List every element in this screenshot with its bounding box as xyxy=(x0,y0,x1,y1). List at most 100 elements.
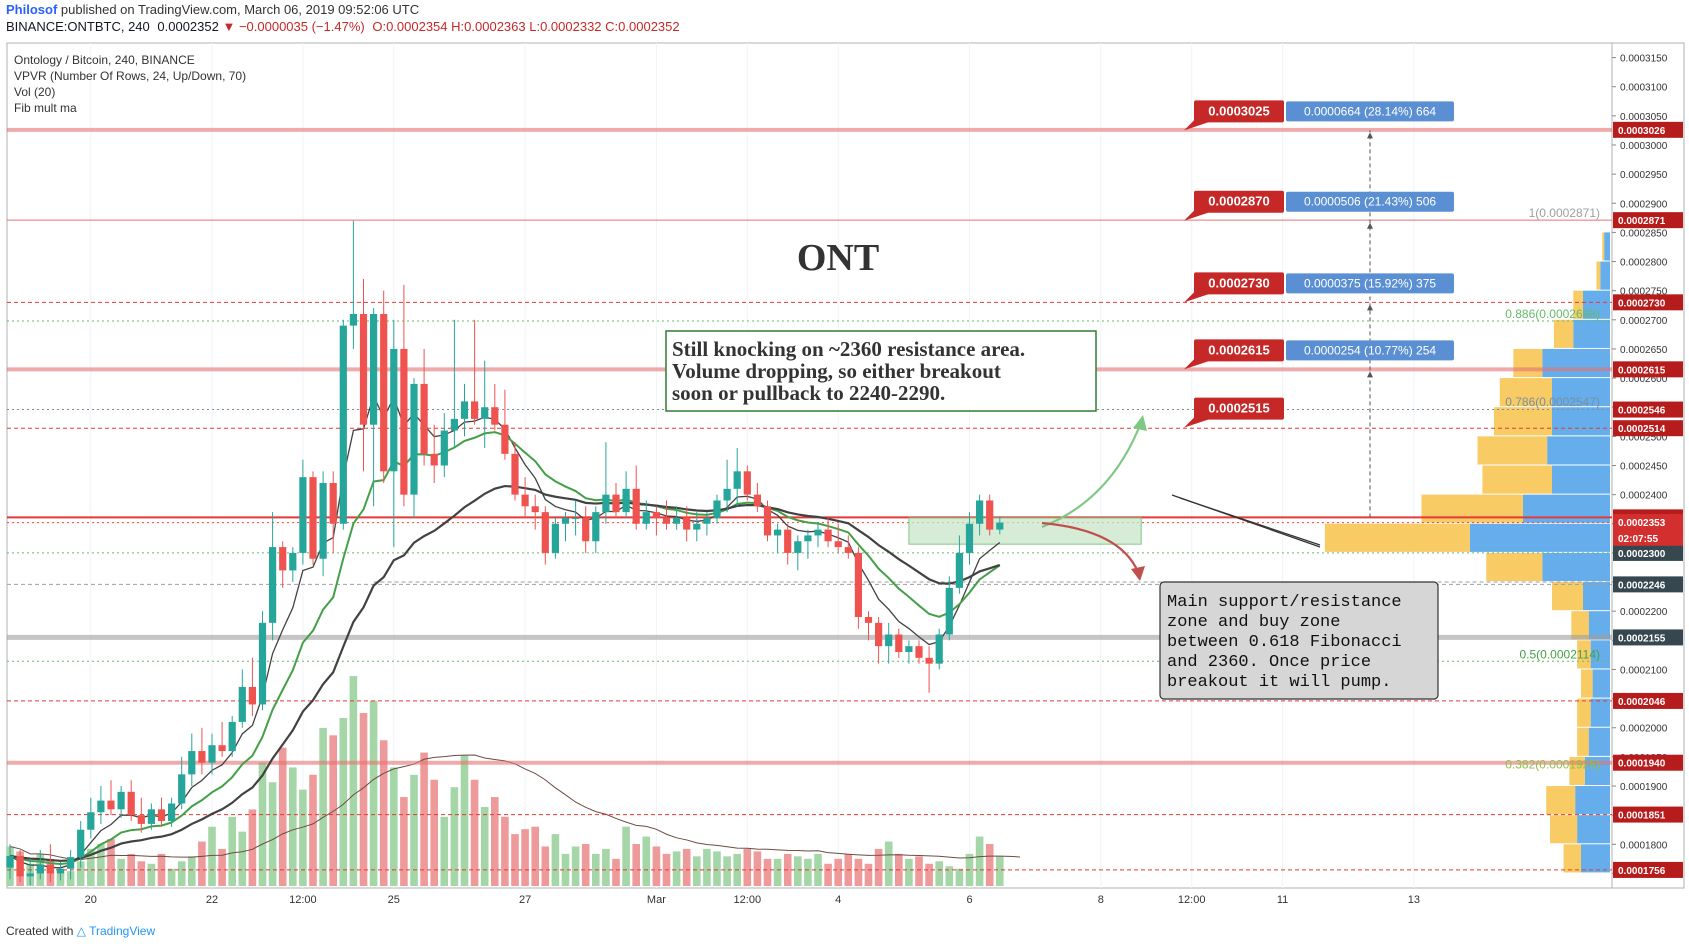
price-tag-label: 02:07:55 xyxy=(1618,534,1658,545)
indicator-volume[interactable]: Vol (20) xyxy=(14,85,55,99)
candle-body xyxy=(683,517,691,530)
measure-arrow-head xyxy=(1367,222,1373,229)
price-tick-label: 0.0002000 xyxy=(1620,724,1668,735)
symbol-ohlc-line: BINANCE:ONTBTC, 240 0.0002352 ▼ −0.00000… xyxy=(6,19,680,34)
price-tag-label: 0.0001851 xyxy=(1618,811,1666,822)
created-with: Created with xyxy=(6,924,74,938)
price-tag-label: 0.0002615 xyxy=(1618,365,1666,376)
note-green-line: Still knocking on ~2360 resistance area. xyxy=(672,337,1025,361)
volume-bar xyxy=(319,727,327,886)
candle-body xyxy=(56,868,65,874)
candle-body xyxy=(188,751,196,775)
price-tag xyxy=(1613,576,1683,593)
candle-body xyxy=(743,471,751,495)
candle-body xyxy=(440,430,448,466)
price-tag-label: 0.0002730 xyxy=(1618,298,1666,309)
indicator-symbol[interactable]: Ontology / Bitcoin, 240, BINANCE xyxy=(14,53,195,67)
target-tag xyxy=(1194,339,1284,362)
volume-bar xyxy=(975,836,984,886)
volume-bar xyxy=(612,858,620,886)
target-tag xyxy=(1194,100,1284,123)
volume-bar xyxy=(632,844,640,886)
indicator-fib-ma[interactable]: Fib mult ma xyxy=(14,101,77,115)
volume-bar xyxy=(268,782,277,886)
publish-info: Philosof published on TradingView.com, M… xyxy=(6,2,419,17)
price-tag xyxy=(1613,121,1683,138)
price-tag xyxy=(1613,294,1683,311)
time-tick-label: 25 xyxy=(388,894,400,906)
candle-body xyxy=(279,547,287,571)
candle-body xyxy=(269,547,277,623)
vpvr-up-bar xyxy=(1553,319,1574,348)
price-tick-label: 0.0002650 xyxy=(1620,345,1668,356)
price-tick-label: 0.0002950 xyxy=(1620,170,1668,181)
candle-body xyxy=(935,634,943,664)
target-tag-label: 0.0002730 xyxy=(1208,275,1269,290)
candle-body xyxy=(794,541,802,553)
vpvr-down-bar xyxy=(1600,261,1610,290)
time-axis[interactable]: 20 22 12:00 25 27 Mar 12:00 4 6 8 12:00 11 13 xyxy=(85,894,1420,906)
callout-pointer xyxy=(1179,497,1321,546)
buy-zone xyxy=(908,517,1142,545)
price-tick-label: 0.0002700 xyxy=(1620,316,1668,327)
vpvr-up-bar xyxy=(1324,523,1470,552)
time-tick-label: 8 xyxy=(1098,894,1104,906)
candle-body xyxy=(723,488,731,501)
fib-level-label: 0.786(0.0002547) xyxy=(1505,395,1600,409)
pullback-arrow-head xyxy=(1131,566,1145,581)
candle-body xyxy=(390,348,398,472)
vpvr-up-bar xyxy=(1546,786,1576,815)
breakout-arrow xyxy=(1041,424,1142,529)
volume-bar xyxy=(703,848,711,886)
volume-bar xyxy=(390,767,398,886)
breakout-arrow-head xyxy=(1133,415,1147,431)
price-tick-label: 0.0003100 xyxy=(1620,83,1668,94)
price-tag xyxy=(1613,629,1683,646)
fib-level-label: 0.382(0.0001925) xyxy=(1505,757,1600,771)
author-name[interactable]: Philosof xyxy=(6,2,58,17)
price-axis[interactable]: 0.0003150 0.0003100 0.0003050 0.0003000 0.00… xyxy=(1612,54,1683,881)
candle-body xyxy=(774,529,782,536)
target-tag xyxy=(1194,190,1284,213)
vpvr-down-bar xyxy=(1604,232,1610,261)
tradingview-brand[interactable]: TradingView xyxy=(89,924,156,938)
volume-bar xyxy=(571,846,580,886)
volume-bar xyxy=(258,762,267,886)
volume-bar xyxy=(531,826,539,886)
fib-level-label: 0.5(0.0002114) xyxy=(1519,647,1600,661)
candle-body xyxy=(46,864,54,874)
volume-bar xyxy=(329,735,337,886)
candle-body xyxy=(875,622,883,647)
volume-bar xyxy=(76,861,85,886)
candle-body xyxy=(238,686,246,722)
close-value: C:0.0002352 xyxy=(605,19,680,34)
volume-bar xyxy=(561,853,570,886)
volume-bar xyxy=(915,856,923,886)
candle-body xyxy=(460,401,469,419)
volume-bar xyxy=(420,752,428,886)
volume-bar xyxy=(996,856,1004,886)
volume-bar xyxy=(682,848,691,886)
candle-body xyxy=(713,500,721,518)
price-tick-label: 0.0002200 xyxy=(1620,607,1668,618)
price-tick-label: 0.0003150 xyxy=(1620,54,1668,65)
pullback-arrow xyxy=(1041,521,1140,573)
volume-bar xyxy=(824,863,832,886)
volume-bar xyxy=(167,868,176,886)
price-tag xyxy=(1613,212,1683,229)
price-tag-label: 0.0002353 xyxy=(1618,518,1666,529)
volume-bar xyxy=(794,856,802,886)
chart-title: ONT xyxy=(797,237,879,279)
price-tag xyxy=(1613,754,1683,771)
vpvr-up-bar xyxy=(1513,348,1543,378)
candle-body xyxy=(430,453,438,466)
price-tag-label: 0.0001756 xyxy=(1618,866,1666,877)
volume-bar xyxy=(430,779,438,886)
ma-line xyxy=(9,394,1001,869)
indicator-vpvr[interactable]: VPVR (Number Of Rows, 24, Up/Down, 70) xyxy=(14,69,246,83)
target-tag-label: 0.0003025 xyxy=(1208,103,1269,118)
price-tick-label: 0.0002100 xyxy=(1620,665,1668,676)
vpvr-up-bar xyxy=(1494,407,1552,436)
volume-bar xyxy=(905,858,913,886)
